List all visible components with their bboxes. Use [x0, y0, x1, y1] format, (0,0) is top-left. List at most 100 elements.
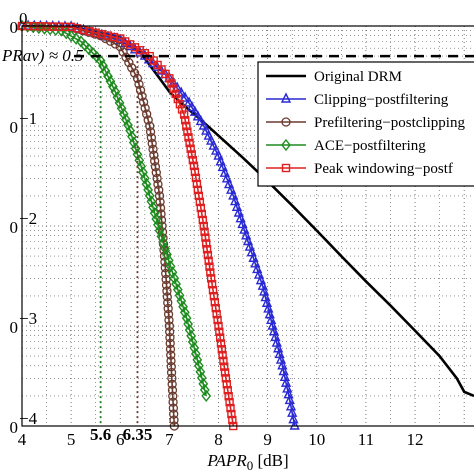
reference-label-bg	[0, 47, 72, 65]
marker-diamond	[114, 96, 125, 109]
legend-label: Clipping−postfiltering	[314, 92, 449, 108]
marker-triangle	[183, 96, 195, 107]
marker-diamond	[143, 183, 153, 197]
marker-circle	[160, 263, 170, 273]
marker-triangle	[206, 134, 217, 145]
marker-square	[227, 409, 236, 419]
marker-square	[213, 315, 222, 325]
marker-square	[219, 356, 228, 366]
marker-square	[73, 24, 82, 33]
marker-square	[171, 89, 180, 99]
marker-circle	[168, 403, 179, 413]
marker-diamond	[171, 277, 181, 291]
marker-square	[212, 309, 221, 319]
marker-triangle	[186, 100, 198, 112]
marker-square	[109, 32, 119, 42]
marker-diamond	[146, 195, 157, 208]
marker-diamond	[186, 329, 197, 343]
marker-circle	[161, 280, 172, 290]
marker-diamond	[160, 242, 170, 255]
x-tick-label: 7	[165, 430, 174, 449]
marker-diamond	[184, 323, 195, 337]
marker-square	[220, 368, 230, 377]
marker-circle	[155, 197, 165, 207]
marker-diamond	[176, 294, 187, 308]
marker-square	[281, 163, 291, 173]
marker-diamond	[144, 189, 155, 202]
annotations: 5.6 6.35	[90, 56, 152, 444]
plot-frame	[21, 25, 474, 427]
marker-diamond	[193, 359, 204, 372]
marker-circle	[165, 332, 175, 343]
marker-diamond	[141, 177, 152, 191]
legend-item-0: Original DRM	[266, 69, 402, 85]
marker-circle	[168, 397, 178, 407]
marker-square	[209, 291, 219, 301]
y-tick-exponent: −2	[19, 209, 37, 228]
marker-circle	[165, 327, 175, 337]
marker-square	[224, 391, 233, 401]
marker-square	[54, 22, 64, 31]
marker-diamond	[71, 32, 81, 45]
marker-square	[173, 94, 183, 104]
reference-label: PRav) ≈ 0.5	[1, 46, 84, 65]
marker-square	[190, 167, 200, 177]
marker-square	[207, 280, 217, 289]
marker-square	[202, 239, 211, 248]
marker-square	[198, 215, 208, 225]
marker-diamond	[125, 124, 135, 137]
marker-circle	[154, 185, 164, 195]
legend-label: Original DRM	[314, 69, 402, 85]
marker-circle	[157, 227, 168, 237]
marker-circle	[163, 309, 174, 320]
marker-square	[85, 27, 94, 36]
marker-square	[208, 286, 218, 295]
marker-diamond	[190, 347, 201, 360]
marker-triangle	[217, 160, 228, 172]
marker-square	[181, 116, 190, 125]
legend-item-2: Prefiltering−postclipping	[266, 115, 465, 131]
marker-circle	[166, 350, 176, 360]
marker-circle	[143, 115, 153, 125]
marker-circle	[118, 47, 128, 57]
marker-diamond	[138, 166, 148, 179]
marker-circle	[164, 321, 175, 331]
marker-square	[185, 138, 194, 148]
marker-diamond	[162, 248, 172, 261]
y-tick-base: 0	[10, 118, 19, 137]
marker-circle	[150, 156, 160, 166]
marker-square	[187, 150, 196, 159]
marker-triangle	[189, 105, 201, 116]
marker-diamond	[118, 107, 129, 121]
x-tick-label: 11	[358, 430, 374, 449]
legend-label: Peak windowing−postf	[314, 161, 453, 177]
marker-circle	[163, 298, 173, 308]
marker-square	[179, 110, 189, 119]
marker-square	[193, 185, 203, 195]
marker-diamond	[165, 260, 176, 273]
marker-square	[222, 380, 232, 389]
marker-circle	[138, 97, 149, 107]
marker-square	[200, 227, 209, 237]
marker-square	[197, 209, 207, 219]
marker-triangle	[215, 155, 226, 166]
marker-circle	[163, 303, 173, 314]
x-tick-label: 8	[214, 430, 223, 449]
marker-circle	[147, 138, 157, 149]
marker-circle	[140, 103, 150, 113]
marker-diamond	[56, 24, 67, 37]
x-tick-label: 4	[18, 430, 27, 449]
marker-circle	[152, 173, 162, 184]
marker-diamond	[128, 136, 139, 149]
marker-square	[175, 100, 185, 109]
marker-square	[223, 386, 232, 395]
marker-diamond	[116, 102, 127, 115]
y-tick-exponent: −4	[19, 409, 38, 428]
marker-square	[194, 191, 204, 201]
marker-square	[220, 362, 229, 371]
marker-square	[201, 233, 210, 242]
y-tick-label: 0 −2	[10, 209, 38, 237]
series-4	[17, 21, 238, 431]
marker-diamond	[153, 218, 163, 231]
